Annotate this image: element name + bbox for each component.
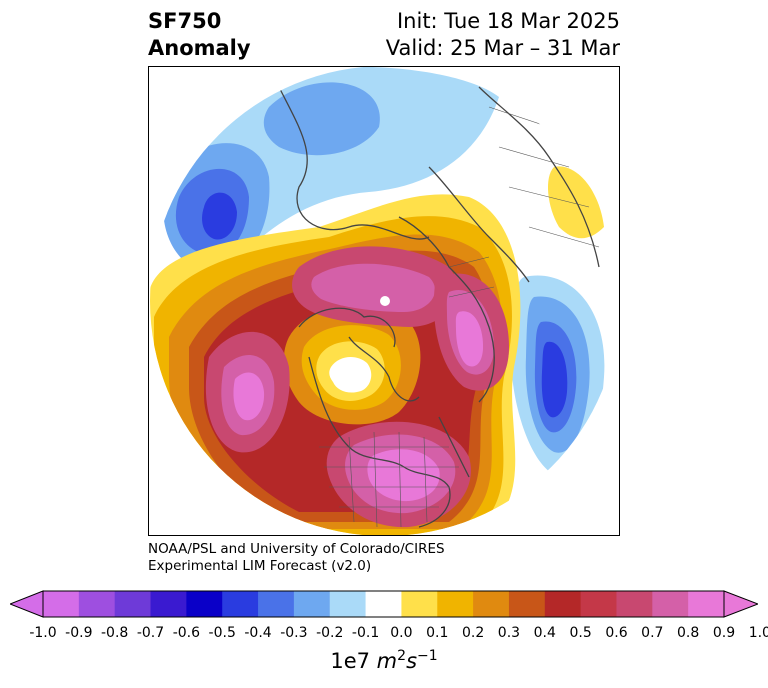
colorbar-tick-label: 0.2 xyxy=(461,625,485,641)
colorbar-max-arrow xyxy=(723,590,758,618)
polar-map xyxy=(148,66,620,536)
colorbar-tick-label: 0.6 xyxy=(605,625,628,641)
colorbar-cell xyxy=(652,591,689,617)
colorbar-tick-label: 0.8 xyxy=(677,625,700,641)
colorbar-tick-label: 0.9 xyxy=(712,625,736,641)
colorbar-cell xyxy=(508,591,546,617)
colorbar-tick-label: 0.0 xyxy=(390,625,413,641)
colorbar-cell xyxy=(688,591,725,617)
colorbar-tick-label: -0.9 xyxy=(65,625,93,641)
colorbar-tick-label: 1.0 xyxy=(748,625,768,641)
map-title: SF750 Anomaly xyxy=(148,8,251,62)
colorbar-tick-label: -0.7 xyxy=(136,625,165,641)
colorbar-cell xyxy=(186,591,223,617)
colorbar-cell xyxy=(222,591,259,617)
colorbar-units: 1e7 m2s−1 xyxy=(0,648,768,673)
units-m-exp: 2 xyxy=(397,648,407,664)
coastlines xyxy=(278,86,600,528)
pos-cell-south-core xyxy=(367,449,440,502)
pole-marker xyxy=(380,296,390,306)
colorbar-cell xyxy=(329,591,367,617)
credit-line-1: NOAA/PSL and University of Colorado/CIRE… xyxy=(148,541,445,557)
colorbar-tick-label: 0.3 xyxy=(497,625,521,641)
colorbar-cell xyxy=(114,591,152,617)
valid-range: Valid: 25 Mar – 31 Mar xyxy=(385,36,620,60)
colorbar-cell xyxy=(293,591,331,617)
colorbar-cell xyxy=(437,591,474,617)
colorbar-tick-label: -0.3 xyxy=(280,625,308,641)
neg-cell-west-core xyxy=(202,192,237,240)
variable-quantity: Anomaly xyxy=(148,36,251,60)
colorbar-tick-label: 0.4 xyxy=(533,625,556,641)
map-svg xyxy=(150,67,619,535)
colorbar-frame xyxy=(42,590,725,618)
colorbar-cell xyxy=(401,591,438,617)
colorbar-tick-label: -0.6 xyxy=(172,625,201,641)
colorbar-cell xyxy=(78,591,116,617)
variable-name: SF750 xyxy=(148,9,222,33)
pos-cell-west-core xyxy=(233,372,265,421)
pos-cell-north-inner xyxy=(311,263,435,312)
colorbar-cell xyxy=(580,591,617,617)
colorbar-tick-label: -0.1 xyxy=(351,625,380,641)
colorbar-cell xyxy=(258,591,295,617)
colorbar-tick-label: -0.2 xyxy=(316,625,344,641)
colorbar-cell xyxy=(365,591,402,617)
units-prefix: 1e7 xyxy=(330,649,377,673)
colorbar-cell xyxy=(544,591,582,617)
colorbar-tick-label: -0.4 xyxy=(244,625,272,641)
center-hole xyxy=(329,357,372,393)
colorbar-cell xyxy=(43,591,80,617)
units-m: m xyxy=(376,649,398,673)
colorbar-cell xyxy=(150,591,187,617)
colorbar-tick-label: 0.5 xyxy=(569,625,592,641)
colorbar-tick-label: 0.7 xyxy=(641,625,664,641)
colorbar-tick-label: 0.1 xyxy=(426,625,449,641)
colorbar xyxy=(10,590,758,618)
colorbar-cell xyxy=(473,591,510,617)
init-date: Init: Tue 18 Mar 2025 xyxy=(396,9,620,33)
units-s-exp: −1 xyxy=(417,648,438,664)
colorbar-cell xyxy=(616,591,653,617)
colorbar-ticks: -1.0 -0.9 -0.8 -0.7 -0.6 -0.5 -0.4 -0.3 -0.2 -0.1… xyxy=(0,625,768,645)
units-s: s xyxy=(406,649,418,673)
credit-line-2: Experimental LIM Forecast (v2.0) xyxy=(148,558,372,574)
pos-cell-ne-core xyxy=(455,311,484,367)
credit: NOAA/PSL and University of Colorado/CIRE… xyxy=(148,541,445,575)
colorbar-min-arrow xyxy=(10,590,44,618)
colorbar-tick-label: -0.8 xyxy=(101,625,129,641)
neg-cell-east-core xyxy=(541,341,568,418)
colorbar-tick-label: -1.0 xyxy=(29,625,57,641)
neg-cell-north xyxy=(263,82,380,156)
borders xyxy=(319,106,600,528)
anomaly-field xyxy=(150,67,619,535)
colorbar-tick-label: -0.5 xyxy=(208,625,236,641)
forecast-dates: Init: Tue 18 Mar 2025 Valid: 25 Mar – 31… xyxy=(386,8,620,62)
